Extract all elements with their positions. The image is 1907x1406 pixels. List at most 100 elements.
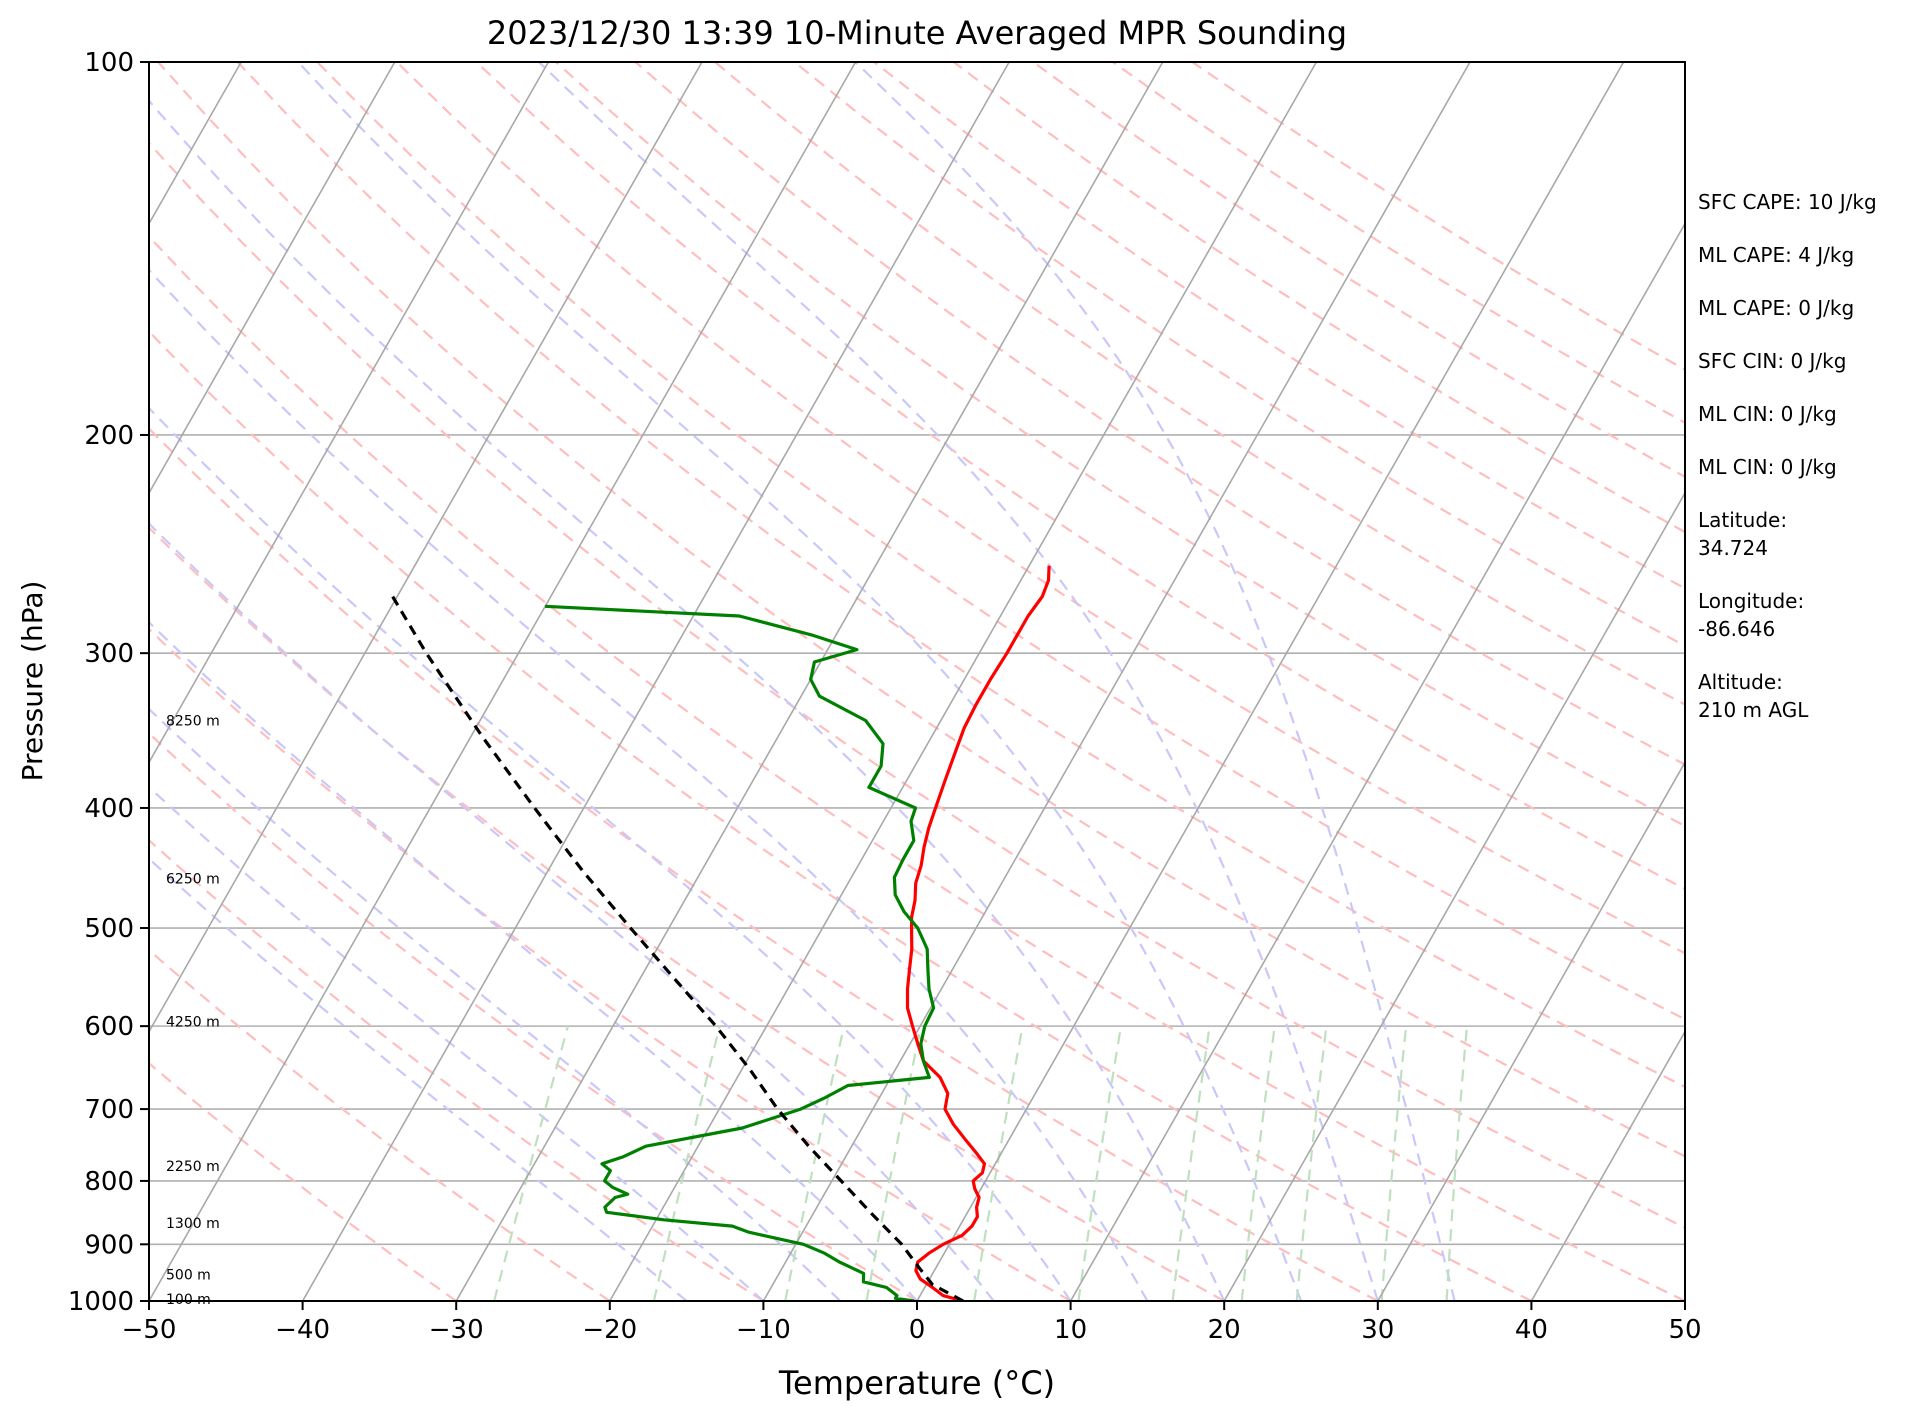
mixing-ratio-line	[1295, 1025, 1328, 1301]
mixing-ratio-line	[865, 1025, 923, 1301]
mixing-ratio-line	[1380, 1025, 1408, 1301]
isotherm-line	[1069, 222, 1685, 1301]
info-label: ML CIN: 0 J/kg	[1698, 402, 1837, 426]
info-item: ML CAPE: 4 J/kg	[1698, 241, 1903, 269]
height-label: 6250 m	[166, 871, 220, 887]
y-tick-label: 900	[84, 1230, 134, 1260]
y-tick-label: 400	[84, 794, 134, 824]
dry-adiabat-line	[149, 627, 1072, 1301]
info-value: -86.646	[1698, 617, 1776, 641]
dry-adiabat-line	[316, 62, 1685, 1021]
isotherm-line	[1223, 491, 1685, 1301]
x-tick-label: −40	[275, 1315, 330, 1345]
y-tick-label: 500	[84, 914, 134, 944]
height-label: 100 m	[166, 1292, 211, 1308]
isotherm-line	[762, 62, 1471, 1301]
info-item: Latitude: 34.724	[1698, 506, 1903, 562]
x-tick-label: 40	[1515, 1315, 1548, 1345]
info-item: SFC CIN: 0 J/kg	[1698, 347, 1903, 375]
moist-adiabat-line	[538, 62, 1379, 1301]
y-tick-label: 700	[84, 1095, 134, 1125]
moist-adiabat-line	[149, 707, 841, 1301]
x-tick-label: −30	[429, 1315, 484, 1345]
y-tick-label: 100	[84, 48, 134, 78]
x-tick-label: 20	[1208, 1315, 1241, 1345]
x-tick-label: 10	[1054, 1315, 1087, 1345]
y-axis-label: Pressure (hPa)	[16, 581, 49, 782]
info-label: SFC CAPE: 10 J/kg	[1698, 190, 1877, 214]
info-label: ML CAPE: 0 J/kg	[1698, 296, 1855, 320]
moist-adiabat-line	[854, 62, 1456, 1301]
info-label: ML CAPE: 4 J/kg	[1698, 243, 1855, 267]
info-label: ML CIN: 0 J/kg	[1698, 455, 1837, 479]
height-label: 2250 m	[166, 1159, 220, 1175]
mixing-ratio-line	[1240, 1025, 1276, 1301]
height-label: 1300 m	[166, 1216, 220, 1232]
y-axis: 100 200 300 400 500 600 700 800 900 1000	[68, 48, 149, 1317]
moist-adiabat-line	[149, 785, 765, 1301]
y-tick-label: 800	[84, 1167, 134, 1197]
sounding-info-panel: SFC CAPE: 10 J/kg ML CAPE: 4 J/kg ML CAPE:…	[1698, 188, 1903, 749]
mixing-ratio-line	[493, 1025, 570, 1301]
info-value: 210 m AGL	[1698, 698, 1809, 722]
height-label: 500 m	[166, 1268, 211, 1284]
isotherm-line	[1377, 760, 1685, 1301]
x-axis-label: Temperature (°C)	[778, 1364, 1055, 1402]
background-lines	[149, 62, 1685, 1301]
mixing-ratio-line	[1445, 1026, 1469, 1301]
y-tick-label: 600	[84, 1012, 134, 1042]
dry-adiabat-line	[149, 426, 1379, 1301]
mixing-ratio-line	[784, 1025, 846, 1301]
x-tick-label: 30	[1361, 1315, 1394, 1345]
info-label: Longitude:	[1698, 589, 1805, 613]
dry-adiabat-line	[149, 526, 1225, 1301]
info-item: ML CAPE: 0 J/kg	[1698, 294, 1903, 322]
y-tick-label: 300	[84, 639, 134, 669]
info-item: ML CIN: 0 J/kg	[1698, 453, 1903, 481]
isotherm-line	[149, 62, 857, 1301]
y-tick-label: 200	[84, 421, 134, 451]
dry-adiabat-line	[149, 731, 918, 1301]
temperature-profile-line	[905, 565, 1051, 1301]
moist-adiabat-line	[149, 522, 995, 1301]
info-item: ML CIN: 0 J/kg	[1698, 400, 1903, 428]
dry-adiabat-line	[149, 141, 1685, 1229]
dry-adiabat-line	[149, 329, 1532, 1301]
x-tick-label: 0	[909, 1315, 926, 1345]
moist-adiabat-line	[149, 620, 918, 1301]
dry-adiabat-line	[236, 62, 1685, 1089]
chart-title: 2023/12/30 13:39 10-Minute Averaged MPR …	[487, 14, 1347, 52]
mixing-ratio-line	[973, 1025, 1024, 1301]
moist-adiabat-line	[297, 62, 1303, 1301]
moist-adiabat-line	[149, 268, 1149, 1301]
isotherm-line	[455, 62, 1164, 1301]
x-tick-label: 50	[1668, 1315, 1701, 1345]
isotherm-line	[149, 62, 703, 1034]
isotherm-line	[301, 62, 1010, 1301]
sounding-profiles	[391, 565, 1051, 1301]
x-tick-label: −20	[582, 1315, 637, 1345]
info-label: SFC CIN: 0 J/kg	[1698, 349, 1847, 373]
info-item: Altitude: 210 m AGL	[1698, 668, 1903, 724]
isotherm-line	[149, 62, 550, 764]
isotherm-line	[1530, 1030, 1685, 1301]
dry-adiabat-line	[634, 62, 1685, 766]
isotherm-line	[916, 62, 1625, 1301]
moist-adiabat-line	[149, 99, 1226, 1301]
isotherm-line	[149, 62, 396, 495]
parcel-profile-line	[391, 595, 964, 1301]
isotherm-line	[609, 62, 1318, 1301]
dry-adiabat-line	[149, 1061, 457, 1301]
mixing-ratio-line	[1077, 1025, 1123, 1301]
height-label: 8250 m	[166, 714, 220, 730]
dry-adiabat-line	[555, 62, 1685, 828]
mixing-ratio-line	[1171, 1025, 1211, 1301]
height-labels: 100 m 500 m 1300 m 2250 m 4250 m 6250 m 8250 m	[166, 714, 220, 1308]
info-label: Latitude:	[1698, 508, 1788, 532]
x-tick-label: −50	[122, 1315, 177, 1345]
x-tick-label: −10	[736, 1315, 791, 1345]
height-label: 4250 m	[166, 1015, 220, 1031]
x-axis: −50 −40 −30 −20 −10 0 10 20 30 40 50	[122, 1301, 1702, 1345]
